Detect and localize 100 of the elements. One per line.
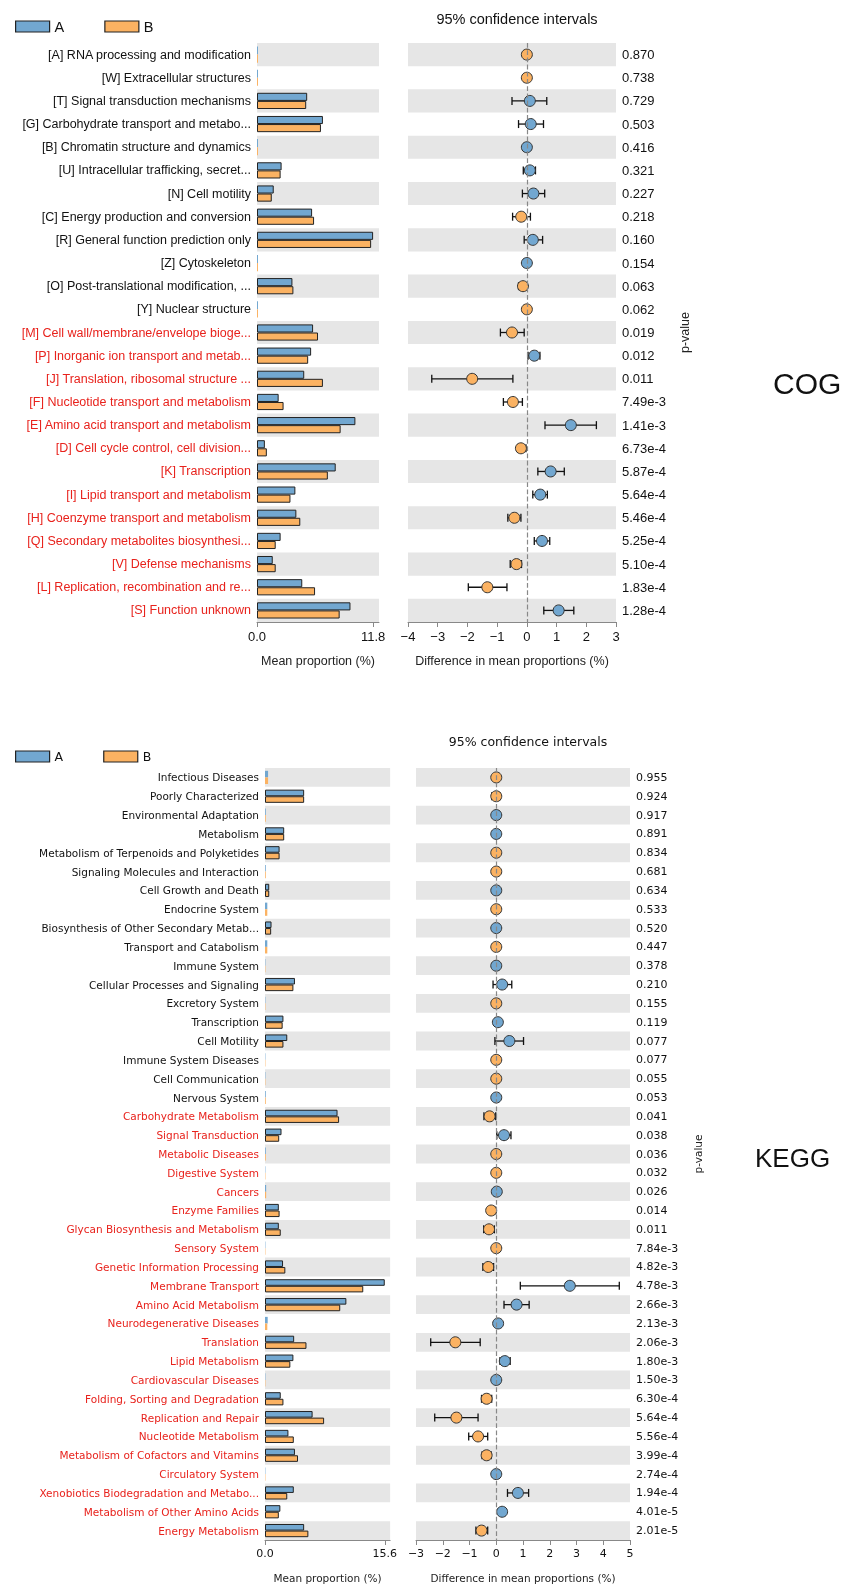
y2-tick-label: 4.82e-3 — [636, 1260, 679, 1274]
point — [506, 326, 518, 339]
y-tick-label: Amino Acid Metabolism — [135, 1298, 259, 1311]
y2-tick-label: 0.026 — [636, 1185, 668, 1199]
point — [515, 210, 528, 223]
y2-tick-label: 0.210 — [636, 978, 668, 992]
y-tick-label: [G] Carbohydrate transport and metabo... — [22, 117, 251, 132]
point — [503, 1035, 516, 1048]
x-tick-label: 0 — [492, 1547, 500, 1560]
y2-tick-label: 0.077 — [636, 1053, 668, 1067]
y2-tick-label: 5.64e-4 — [622, 487, 667, 503]
text: COG — [773, 366, 842, 400]
y-tick-label: Infectious Diseases — [157, 771, 259, 784]
point — [496, 978, 509, 991]
y-tick-label: Circulatory System — [159, 1468, 259, 1481]
y-tick-label: [E] Amino acid transport and metabolism — [26, 418, 251, 433]
y-tick-label: Folding, Sorting and Degradation — [85, 1392, 259, 1405]
point — [481, 581, 494, 594]
y2-tick-label: 1.41e-3 — [622, 417, 667, 433]
y2-tick-label: 5.46e-4 — [622, 510, 667, 526]
point — [466, 372, 479, 385]
y2-tick-label: 4.01e-5 — [636, 1505, 679, 1519]
y2-tick-label: 2.74e-4 — [636, 1467, 679, 1481]
y-tick-label: Nervous System — [173, 1091, 259, 1104]
y-tick-label: [F] Nucleotide transport and metabolism — [29, 394, 251, 409]
y2-tick-label: 0.321 — [622, 162, 655, 178]
y-tick-label: [T] Signal transduction mechanisms — [52, 93, 251, 108]
y-tick-label: Carbohydrate Metabolism — [122, 1110, 259, 1123]
y-tick-label: [J] Translation, ribosomal structure ... — [46, 371, 251, 386]
x-tick-label: 11.8 — [360, 629, 386, 644]
y-tick-label: [Y] Nuclear structure — [137, 302, 252, 317]
y-tick-label: Energy Metabolism — [158, 1524, 259, 1537]
bar — [265, 940, 268, 947]
y-tick-label: [H] Coenzyme transport and metabolism — [27, 510, 251, 525]
y2-tick-label: 0.917 — [636, 808, 668, 822]
y2-tick-label: 0.416 — [622, 139, 655, 155]
bar — [265, 770, 269, 778]
y2-tick-label: 0.520 — [636, 921, 668, 935]
y2-tick-label: 0.011 — [636, 1222, 668, 1236]
point — [496, 1505, 509, 1518]
y2-tick-label: 0.378 — [636, 959, 668, 973]
point — [520, 257, 533, 270]
y-tick-label: Replication and Repair — [140, 1411, 260, 1424]
y2-tick-label: 0.503 — [622, 116, 655, 132]
y-tick-label: Metabolism — [198, 827, 259, 840]
y2-tick-label: 0.891 — [636, 827, 668, 841]
point — [490, 884, 503, 897]
point — [564, 419, 577, 432]
y2-tick-label: 0.218 — [622, 209, 655, 225]
x-tick-label: −3 — [407, 1547, 425, 1560]
y2-tick-label: 3.99e-4 — [636, 1448, 679, 1462]
y2-tick-label: 0.447 — [636, 940, 668, 954]
y2-tick-label: 2.06e-3 — [636, 1335, 679, 1349]
y-tick-label: [I] Lipid transport and metabolism — [66, 487, 251, 502]
y-tick-label: Immune System Diseases — [123, 1053, 259, 1066]
legend-label: B — [142, 749, 152, 764]
y-tick-label: Xenobiotics Biodegradation and Metabo... — [39, 1486, 259, 1499]
point — [472, 1430, 485, 1443]
y-tick-label: Glycan Biosynthesis and Metabolism — [66, 1223, 259, 1236]
x-tick-label: −1 — [489, 629, 505, 644]
point — [490, 997, 503, 1010]
y2-tick-label: 0.055 — [636, 1072, 668, 1086]
bar — [265, 1323, 268, 1331]
y2-tick-label: 0.063 — [622, 278, 655, 294]
y2-tick-label: 0.834 — [636, 846, 668, 860]
y2-tick-label: 0.160 — [622, 232, 655, 248]
x-tick-label: −3 — [430, 629, 446, 644]
y-tick-label: Enzyme Families — [171, 1204, 259, 1217]
y-tick-label: Cellular Processes and Signaling — [89, 978, 259, 991]
y-tick-label: [P] Inorganic ion transport and metab... — [34, 348, 251, 363]
x-tick-label: 0.0 — [256, 1547, 274, 1560]
point — [523, 94, 536, 107]
y2-tick-label: 5.64e-4 — [636, 1411, 679, 1425]
y2-tick-label: 0.955 — [636, 770, 668, 784]
point — [552, 604, 565, 617]
y2-tick-label: 0.227 — [622, 186, 655, 202]
y2-tick-label: 2.66e-3 — [636, 1298, 679, 1312]
point — [490, 827, 503, 840]
y2-tick-label: 5.56e-4 — [636, 1429, 679, 1443]
point — [526, 233, 539, 246]
y-tick-label: [Q] Secondary metabolites biosynthesi... — [27, 533, 251, 548]
x-axis-title: Difference in mean proportions (%) — [415, 653, 609, 668]
y2-tick-label: 0.014 — [636, 1203, 668, 1217]
y2-tick-label: 0.738 — [622, 70, 655, 86]
x-tick-label: −1 — [461, 1547, 478, 1560]
y2-tick-label: 0.533 — [636, 902, 668, 916]
y2-tick-label: 5.25e-4 — [622, 533, 667, 549]
legend-label: A — [54, 749, 64, 764]
y2-tick-label: 6.30e-4 — [636, 1392, 679, 1406]
x-tick-label: 15.6 — [372, 1547, 397, 1560]
y-tick-label: [U] Intracellular trafficking, secret... — [58, 163, 251, 178]
y-tick-label: [B] Chromatin structure and dynamics — [41, 140, 251, 155]
point — [490, 1185, 503, 1198]
y2-tick-label: 1.83e-4 — [622, 579, 667, 595]
y-tick-label: Endocrine System — [164, 903, 259, 916]
legend-label: A — [54, 18, 65, 35]
point — [510, 1298, 523, 1311]
y2-tick-label: 0.053 — [636, 1091, 668, 1105]
x-tick-label: 0.0 — [247, 629, 267, 644]
point — [563, 1279, 576, 1292]
